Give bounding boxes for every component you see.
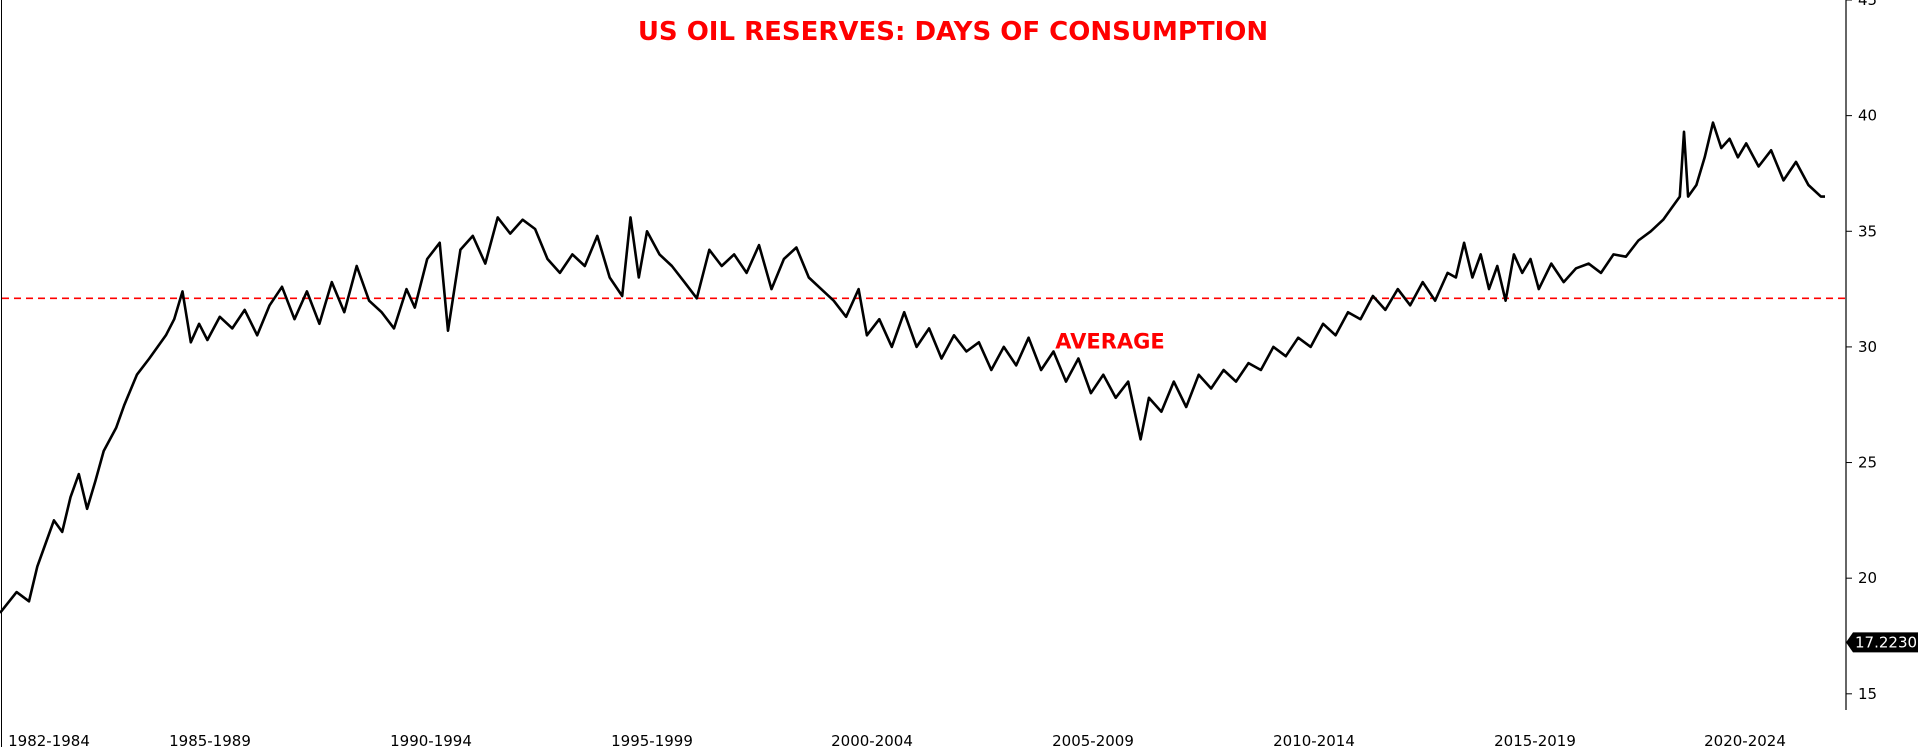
x-tick-label: 2010-2014: [1273, 732, 1355, 747]
chart-title: US OIL RESERVES: DAYS OF CONSUMPTION: [638, 17, 1268, 47]
x-ticks: 1982-1984 1985-1989 1990-1994 1995-1999 2000…: [8, 732, 1786, 747]
x-tick-label: 1990-1994: [390, 732, 472, 747]
y-tick-label: 20: [1858, 569, 1877, 587]
y-tick-label: 35: [1858, 222, 1877, 240]
x-tick-label: 1982-1984: [8, 732, 90, 747]
y-tick-label: 15: [1858, 685, 1877, 703]
y-tick-label: 40: [1858, 107, 1877, 125]
last-value-label: 17.2230: [1855, 633, 1917, 651]
y-tick-label: 30: [1858, 338, 1877, 356]
y-tick-label: 45: [1858, 0, 1877, 9]
x-tick-label: 1985-1989: [169, 732, 251, 747]
x-tick-label: 1995-1999: [611, 732, 693, 747]
x-tick-label: 2000-2004: [831, 732, 913, 747]
x-tick-label: 2005-2009: [1052, 732, 1134, 747]
y-ticks: 15 20 25 30 35 40 45: [1846, 0, 1877, 703]
last-value-background: [1846, 632, 1918, 653]
average-label: AVERAGE: [1055, 329, 1164, 353]
y-tick-label: 25: [1858, 454, 1877, 472]
x-tick-label: 2015-2019: [1494, 732, 1576, 747]
last-value-badge: 17.2230: [1846, 632, 1918, 653]
series-line: [0, 121, 1825, 614]
x-tick-label: 2020-2024: [1704, 732, 1786, 747]
